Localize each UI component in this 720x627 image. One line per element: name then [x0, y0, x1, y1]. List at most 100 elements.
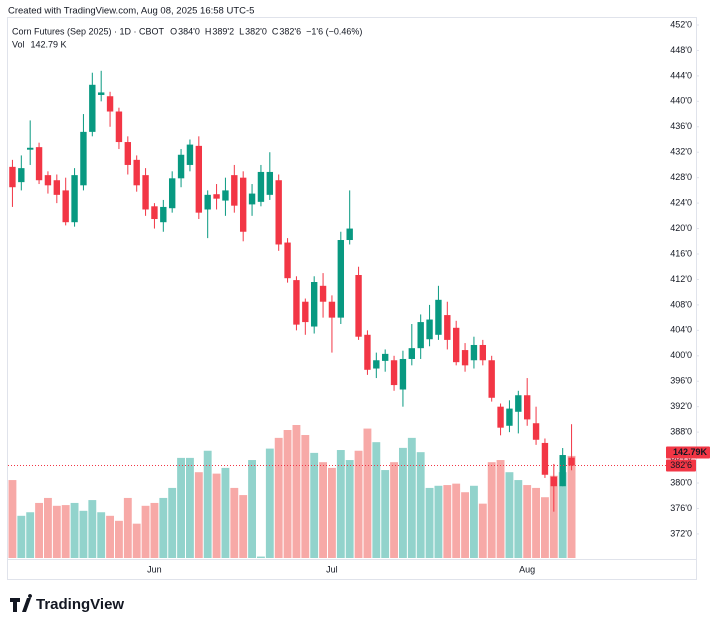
candle-body [160, 206, 167, 223]
y-tick-label: 388'0 [670, 427, 692, 437]
candle-body [231, 175, 238, 206]
brand-name: TradingView [36, 596, 124, 613]
candle-body [328, 301, 336, 318]
legend-vol: 142.79 K [31, 39, 67, 49]
symbol-title: Corn Futures (Sep 2025) · 1D · CBOT [12, 26, 165, 36]
y-tick-label: 392'0 [670, 401, 692, 411]
volume-bar [123, 497, 132, 558]
candle-body [89, 84, 96, 132]
volume-bar [434, 485, 443, 558]
volume-bar [79, 510, 88, 558]
y-tick-label: 400'0 [670, 350, 692, 360]
candle-body [142, 175, 149, 210]
last-volume-tag [666, 446, 710, 459]
legend-key: C [272, 26, 279, 36]
volume-bar [141, 505, 150, 558]
candle-body [532, 423, 540, 440]
candle-body [204, 194, 211, 210]
candle-body [399, 358, 407, 390]
volume-bar [310, 452, 319, 558]
candle-body [470, 344, 478, 361]
volume-bar [407, 437, 416, 558]
candle-body [257, 171, 265, 202]
volume-bar [35, 502, 43, 558]
candle-body [97, 92, 105, 95]
volume-bar [461, 492, 469, 558]
volume-bar [399, 447, 407, 558]
volume-bar [354, 450, 363, 558]
y-tick-label: 440'0 [670, 96, 692, 106]
volume-bar [363, 428, 372, 558]
candle-body [293, 280, 300, 325]
candle-body [9, 166, 16, 188]
legend-value: 384'0 [178, 26, 200, 36]
legend-key: H [205, 26, 212, 36]
last-volume-label: 142.79K [673, 447, 708, 457]
volume-bar [478, 503, 487, 558]
candle-body [248, 193, 256, 205]
volume-bar [97, 512, 106, 558]
candle-body [195, 145, 203, 213]
volume-bar [523, 485, 532, 558]
candle-body [381, 353, 389, 361]
volume-bar [44, 497, 52, 558]
candle-body [523, 395, 531, 420]
volume-bar [230, 487, 239, 558]
candle-body [408, 348, 416, 359]
candle-body [106, 96, 114, 112]
y-tick-label: 420'0 [670, 223, 692, 233]
candle-body [213, 194, 220, 199]
y-tick-label: 376'0 [670, 503, 692, 513]
candle-body [80, 131, 87, 186]
y-tick-label: 396'0 [670, 376, 692, 386]
y-tick-label: 424'0 [670, 197, 692, 207]
volume-bar [8, 480, 17, 558]
y-tick-label: 416'0 [670, 248, 692, 258]
volume-bar [159, 497, 168, 558]
volume-bar [416, 452, 425, 558]
candle-body [426, 319, 433, 340]
candle-body [461, 350, 469, 366]
volume-bar [345, 460, 354, 558]
volume-bar [150, 502, 159, 558]
candle-body [151, 206, 158, 220]
x-tick-label: Jun [147, 564, 162, 574]
volume-bar [558, 472, 567, 558]
frame [7, 17, 697, 580]
volume-bar [514, 480, 523, 558]
x-tick-label: Jul [326, 564, 338, 574]
candle-body [364, 334, 371, 370]
volume-bar [239, 495, 248, 558]
y-tick-label: 404'0 [670, 325, 692, 335]
candle-body [346, 228, 353, 241]
volume-bar [203, 450, 212, 558]
candle-body [506, 408, 513, 426]
candle-body [275, 180, 282, 245]
volume-bar [186, 457, 194, 558]
y-tick-label: 372'0 [670, 528, 692, 538]
candle-body [452, 327, 460, 363]
candle-body [302, 301, 309, 323]
volume-bar [221, 467, 230, 558]
candle-body [541, 442, 549, 475]
y-tick-label: 452'0 [670, 19, 692, 29]
volume-bar [70, 502, 79, 558]
y-tick-label: 448'0 [670, 45, 692, 55]
candle-body [133, 159, 140, 186]
volume-bar [283, 430, 292, 558]
volume-bar [301, 435, 310, 558]
last-price-label: 382'6 [670, 460, 692, 470]
volume-bar [292, 425, 301, 558]
candle-body [444, 315, 451, 340]
brand-logo [10, 594, 33, 612]
volume-bar [265, 448, 274, 558]
candle-body [26, 147, 34, 150]
y-tick-label: 380'0 [670, 477, 692, 487]
candle-body [488, 360, 495, 398]
volume-bar [496, 460, 505, 558]
volume-bar [567, 455, 576, 558]
candle-body [337, 240, 345, 318]
volume-bar [390, 462, 398, 558]
candle-body [115, 111, 123, 143]
candle-body [497, 406, 504, 428]
